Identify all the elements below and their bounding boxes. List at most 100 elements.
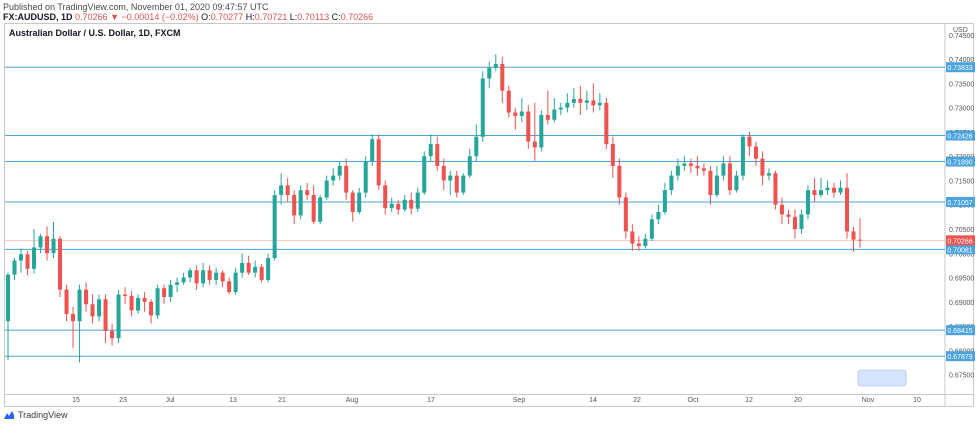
candle-body	[214, 272, 219, 280]
y-tick-label: 0.74500	[949, 33, 974, 40]
candle-body	[578, 98, 583, 103]
y-tick-label: 0.70000	[949, 251, 974, 258]
candle-body	[415, 192, 420, 209]
candle-body	[409, 199, 414, 209]
candle-body	[233, 272, 238, 293]
candle-body	[422, 156, 427, 193]
candle-body	[760, 158, 765, 176]
candle-body	[292, 195, 297, 216]
candle-body	[727, 163, 732, 191]
candle-body	[305, 190, 310, 196]
x-tick-label: 15	[72, 397, 80, 404]
candle-body	[357, 192, 362, 212]
candle-body	[656, 212, 661, 220]
candle-body	[545, 114, 550, 120]
candle-body	[285, 185, 290, 196]
x-tick-label: 10	[913, 397, 921, 404]
candle-body	[240, 262, 245, 273]
x-tick-label: 22	[633, 397, 641, 404]
candle-body	[825, 187, 830, 191]
candle-body	[175, 282, 180, 285]
candle-body	[18, 254, 24, 261]
candle-body	[565, 102, 570, 108]
candle-body	[279, 185, 284, 196]
candle-body	[610, 144, 615, 166]
candle-body	[97, 299, 102, 317]
candle-body	[31, 247, 37, 269]
candle-body	[831, 187, 837, 193]
candle-body	[838, 187, 843, 193]
level-price-label: 0.70081	[947, 247, 972, 254]
candle-body	[220, 272, 225, 282]
candle-body	[324, 180, 329, 198]
candle-body	[506, 90, 511, 113]
candle-body	[740, 136, 745, 176]
candle-body	[188, 270, 193, 278]
candle-body	[45, 236, 50, 254]
candle-body	[721, 163, 726, 176]
x-tick-label: Nov	[862, 397, 875, 404]
candle-body	[272, 195, 277, 259]
level-price-label: 0.73833	[947, 65, 972, 72]
chart-title: Australian Dollar / U.S. Dollar, 1D, FXC…	[9, 28, 181, 38]
candle-body	[370, 139, 375, 162]
candle-body	[539, 114, 544, 148]
candle-body	[851, 231, 856, 240]
x-tick-label: 12	[745, 397, 753, 404]
candle-body	[675, 165, 680, 176]
y-tick-label: 0.69500	[949, 276, 974, 283]
candle-body	[136, 297, 141, 311]
y-tick-label: 0.71500	[949, 178, 974, 185]
candle-body	[402, 199, 407, 210]
candle-body	[584, 100, 589, 103]
level-price-badge	[946, 62, 975, 73]
candle-body	[298, 190, 303, 216]
candle-body	[227, 281, 232, 293]
candle-body	[318, 197, 323, 222]
level-price-badge	[946, 196, 975, 207]
last-price-badge	[946, 235, 975, 246]
level-price-badge	[946, 351, 975, 362]
candle-body	[116, 294, 121, 339]
candle-body	[90, 304, 95, 317]
level-price-badge	[946, 130, 975, 141]
chart-frame	[4, 23, 974, 407]
candle-body	[812, 190, 817, 196]
candle-body	[5, 274, 11, 322]
level-price-label: 0.71890	[947, 160, 972, 167]
candle-body	[129, 295, 134, 311]
x-tick-label: Sep	[513, 397, 526, 404]
y-tick-label: 0.73500	[949, 81, 974, 88]
candle-body	[571, 98, 576, 103]
candle-body	[103, 299, 108, 331]
candle-body	[779, 204, 784, 215]
last-price: 0.70266	[75, 12, 108, 22]
candle-body	[818, 190, 823, 196]
candle-body	[201, 270, 206, 284]
candle-body	[643, 238, 648, 246]
candle-body	[350, 192, 355, 212]
candle-body	[649, 219, 654, 239]
published-info: Published on TradingView.com, November 0…	[3, 2, 269, 12]
last-price-label: 0.70266	[947, 238, 972, 245]
candle-body	[792, 216, 797, 229]
level-price-badge	[946, 156, 975, 167]
candle-body	[493, 63, 498, 68]
change-arrow-icon: ▼	[110, 12, 120, 22]
candle-body	[376, 139, 381, 186]
candle-body	[857, 239, 863, 241]
candle-body	[207, 270, 212, 280]
close-label: C:	[331, 12, 341, 22]
candle-body	[532, 141, 537, 148]
candle-body	[591, 100, 596, 106]
candle-body	[259, 266, 264, 280]
candle-body	[441, 165, 446, 181]
candle-body	[480, 78, 485, 137]
price-change: −0.00014 (−0.02%)	[121, 12, 199, 22]
candle-body	[311, 195, 316, 222]
y-tick-label: 0.73000	[949, 106, 974, 113]
y-tick-label: 0.74000	[949, 57, 974, 64]
candle-body	[558, 107, 563, 110]
candle-body	[669, 175, 674, 191]
